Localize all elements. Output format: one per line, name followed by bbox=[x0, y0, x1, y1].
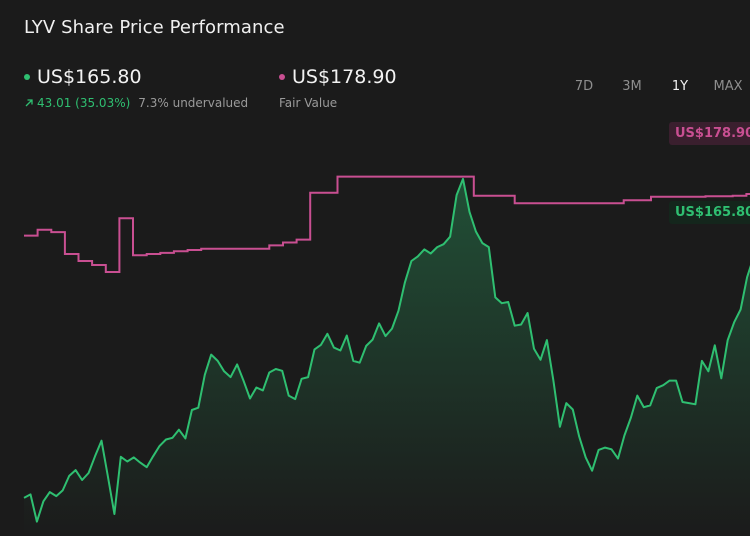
chart-title: LYV Share Price Performance bbox=[24, 17, 285, 38]
price-value: US$165.80 bbox=[37, 66, 142, 88]
fair-value-line bbox=[24, 175, 750, 273]
range-tabs: 7D 3M 1Y MAX bbox=[560, 79, 750, 94]
price-area-fill bbox=[24, 178, 750, 536]
fair-value-value: US$178.90 bbox=[292, 66, 397, 88]
fair-value-metric: US$178.90 Fair Value bbox=[279, 66, 397, 110]
tab-3m[interactable]: 3M bbox=[622, 79, 642, 94]
tab-7d[interactable]: 7D bbox=[574, 79, 594, 94]
price-change: 43.01 (35.03%) bbox=[24, 96, 130, 110]
tab-max[interactable]: MAX bbox=[713, 79, 743, 94]
fair-value-caption: Fair Value bbox=[279, 96, 338, 110]
price-line bbox=[23, 177, 750, 523]
price-end-tag: US$165.80 bbox=[669, 201, 750, 224]
valuation-text: 7.3% undervalued bbox=[138, 96, 249, 110]
price-metric: US$165.80 43.01 (35.03%) 7.3% undervalue… bbox=[24, 66, 248, 110]
fair-value-end-tag: US$178.90 bbox=[669, 122, 750, 145]
price-change-text: 43.01 (35.03%) bbox=[37, 96, 131, 110]
fair-value-legend-dot bbox=[279, 74, 285, 80]
tab-1y[interactable]: 1Y bbox=[671, 79, 689, 94]
price-legend-dot bbox=[24, 74, 30, 80]
arrow-up-right-icon bbox=[25, 99, 33, 107]
